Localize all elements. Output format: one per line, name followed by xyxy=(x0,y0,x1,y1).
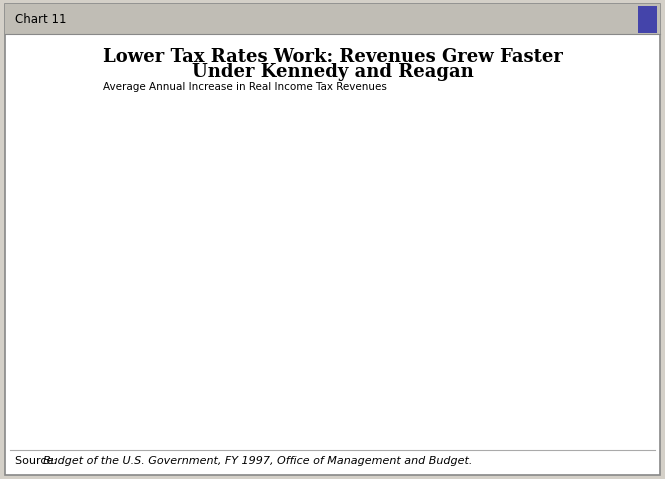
Text: 1.53%: 1.53% xyxy=(338,289,373,299)
Text: Average Annual Increase in Real Income Tax Revenues: Average Annual Increase in Real Income T… xyxy=(103,82,387,92)
Bar xyxy=(638,6,657,33)
Text: Source:: Source: xyxy=(15,456,64,466)
Text: 1.34%: 1.34% xyxy=(541,299,577,309)
Text: Lower Tax Rates Work: Revenues Grew Faster: Lower Tax Rates Work: Revenues Grew Fast… xyxy=(102,47,563,66)
Polygon shape xyxy=(323,302,376,318)
Polygon shape xyxy=(467,267,477,398)
Text: Under Kennedy and Reagan: Under Kennedy and Reagan xyxy=(192,63,473,81)
Bar xyxy=(527,328,569,398)
Text: 4.79%: 4.79% xyxy=(236,119,271,129)
Bar xyxy=(5,4,660,34)
Bar xyxy=(323,318,366,398)
Polygon shape xyxy=(425,267,477,283)
Polygon shape xyxy=(162,381,172,398)
Polygon shape xyxy=(264,131,274,398)
Polygon shape xyxy=(366,302,376,398)
Bar xyxy=(120,397,162,398)
Bar xyxy=(221,147,264,398)
Polygon shape xyxy=(569,312,579,398)
Polygon shape xyxy=(221,131,274,147)
Text: Chart 11: Chart 11 xyxy=(15,12,66,26)
Polygon shape xyxy=(527,312,579,328)
Bar xyxy=(425,283,467,398)
Text: Budget of the U.S. Government, FY 1997, Office of Management and Budget.: Budget of the U.S. Government, FY 1997, … xyxy=(43,456,473,466)
Polygon shape xyxy=(120,381,172,397)
Text: 0.01%: 0.01% xyxy=(134,369,170,378)
Text: 2.2%: 2.2% xyxy=(443,254,471,264)
